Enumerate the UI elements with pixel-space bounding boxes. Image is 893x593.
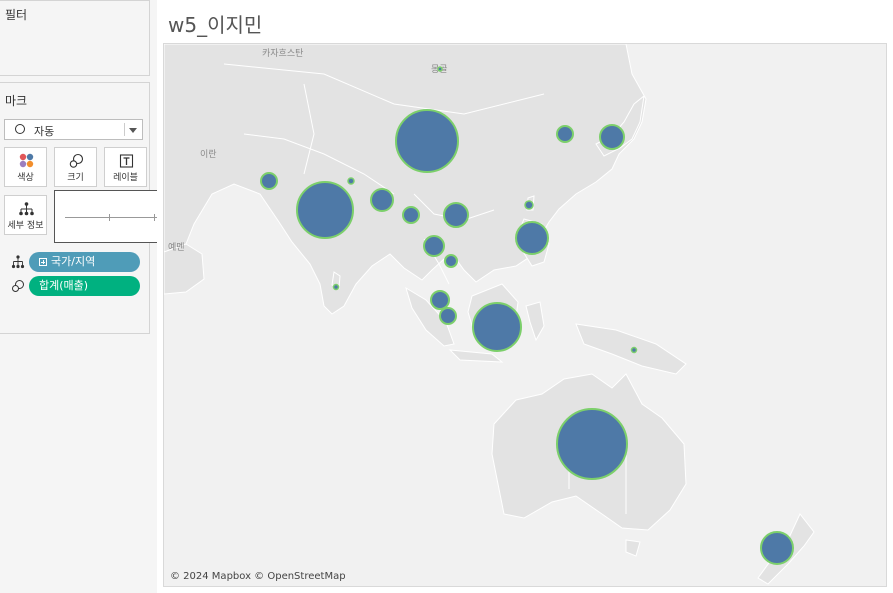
sum-sales-pill[interactable]: 합계(매출) — [29, 276, 140, 296]
expand-plus-icon[interactable] — [39, 258, 47, 266]
size-button-label: 크기 — [67, 173, 84, 183]
country-mark[interactable] — [556, 408, 628, 480]
marks-layer — [260, 66, 794, 565]
country-mark[interactable] — [260, 172, 278, 190]
country-mark[interactable] — [630, 346, 638, 354]
size-slider-tick — [109, 214, 110, 221]
border-line — [243, 133, 395, 195]
country-mark[interactable] — [439, 307, 457, 325]
country-mark[interactable] — [395, 109, 459, 173]
text-label-icon — [119, 154, 134, 168]
country-mark[interactable] — [524, 200, 534, 210]
country-mark[interactable] — [760, 531, 794, 565]
country-mark[interactable] — [599, 124, 625, 150]
map-canvas[interactable]: 카자흐스탄 몽골 이란 예멘 — [164, 44, 887, 587]
label-button-label: 레이블 — [113, 173, 138, 183]
country-mark[interactable] — [443, 202, 469, 228]
sumatra-landmass — [405, 286, 455, 347]
mark-type-dropdown[interactable]: 자동 — [4, 119, 143, 140]
java-landmass — [448, 349, 504, 363]
map-attribution: © 2024 Mapbox © OpenStreetMap — [170, 571, 346, 582]
worksheet: w5_이지민 — [157, 0, 893, 593]
country-mark[interactable] — [296, 181, 354, 239]
size-slider-track[interactable] — [65, 217, 242, 218]
country-region-pill-label: 국가/지역 — [51, 255, 96, 268]
size-button[interactable]: 크기 — [54, 147, 97, 187]
dropdown-separator — [124, 123, 125, 136]
detail-button[interactable]: 세부 정보 — [4, 195, 47, 235]
border-line — [303, 83, 315, 175]
sum-sales-pill-label: 합계(매출) — [39, 279, 89, 292]
size-icon — [12, 280, 24, 292]
map-place-label: 이란 — [200, 148, 217, 160]
chevron-down-icon[interactable] — [129, 128, 137, 133]
country-mark[interactable] — [370, 188, 394, 212]
country-mark[interactable] — [556, 125, 574, 143]
color-button-label: 색상 — [17, 173, 34, 183]
map-view[interactable]: 카자흐스탄 몽골 이란 예멘 © 2024 Mapbox © OpenStree… — [163, 43, 887, 587]
country-mark[interactable] — [347, 177, 355, 185]
country-mark[interactable] — [423, 235, 445, 257]
country-mark[interactable] — [437, 66, 443, 72]
arabia-landmass — [164, 243, 205, 295]
marks-title: 마크 — [5, 94, 28, 108]
detail-pill-row: 국가/지역 — [8, 252, 142, 272]
filters-title: 필터 — [5, 8, 28, 22]
detail-hierarchy-icon — [11, 255, 25, 269]
color-palette-icon — [19, 153, 34, 168]
size-icon — [69, 153, 84, 168]
country-mark[interactable] — [444, 254, 458, 268]
size-pill-row: 합계(매출) — [8, 276, 142, 296]
color-button[interactable]: 색상 — [4, 147, 47, 187]
sheet-title: w5_이지민 — [168, 13, 263, 37]
country-mark[interactable] — [515, 221, 549, 255]
country-region-pill[interactable]: 국가/지역 — [29, 252, 140, 272]
tasmania-landmass — [625, 539, 641, 557]
map-place-label: 예멘 — [168, 242, 185, 253]
map-place-label: 카자흐스탄 — [262, 48, 303, 59]
detail-button-label: 세부 정보 — [7, 221, 44, 231]
eurasia-landmass — [164, 44, 647, 315]
country-mark[interactable] — [402, 206, 420, 224]
detail-hierarchy-icon — [19, 202, 34, 216]
size-slider-tick — [154, 214, 155, 221]
border-line — [223, 63, 545, 115]
filters-shelf[interactable]: 필터 — [0, 0, 150, 76]
sulawesi-landmass — [525, 301, 545, 342]
country-mark[interactable] — [472, 302, 522, 352]
circle-mark-icon — [15, 124, 25, 134]
country-mark[interactable] — [430, 290, 450, 310]
mark-type-label: 자동 — [34, 125, 55, 138]
label-button[interactable]: 레이블 — [104, 147, 147, 187]
country-mark[interactable] — [332, 283, 340, 291]
